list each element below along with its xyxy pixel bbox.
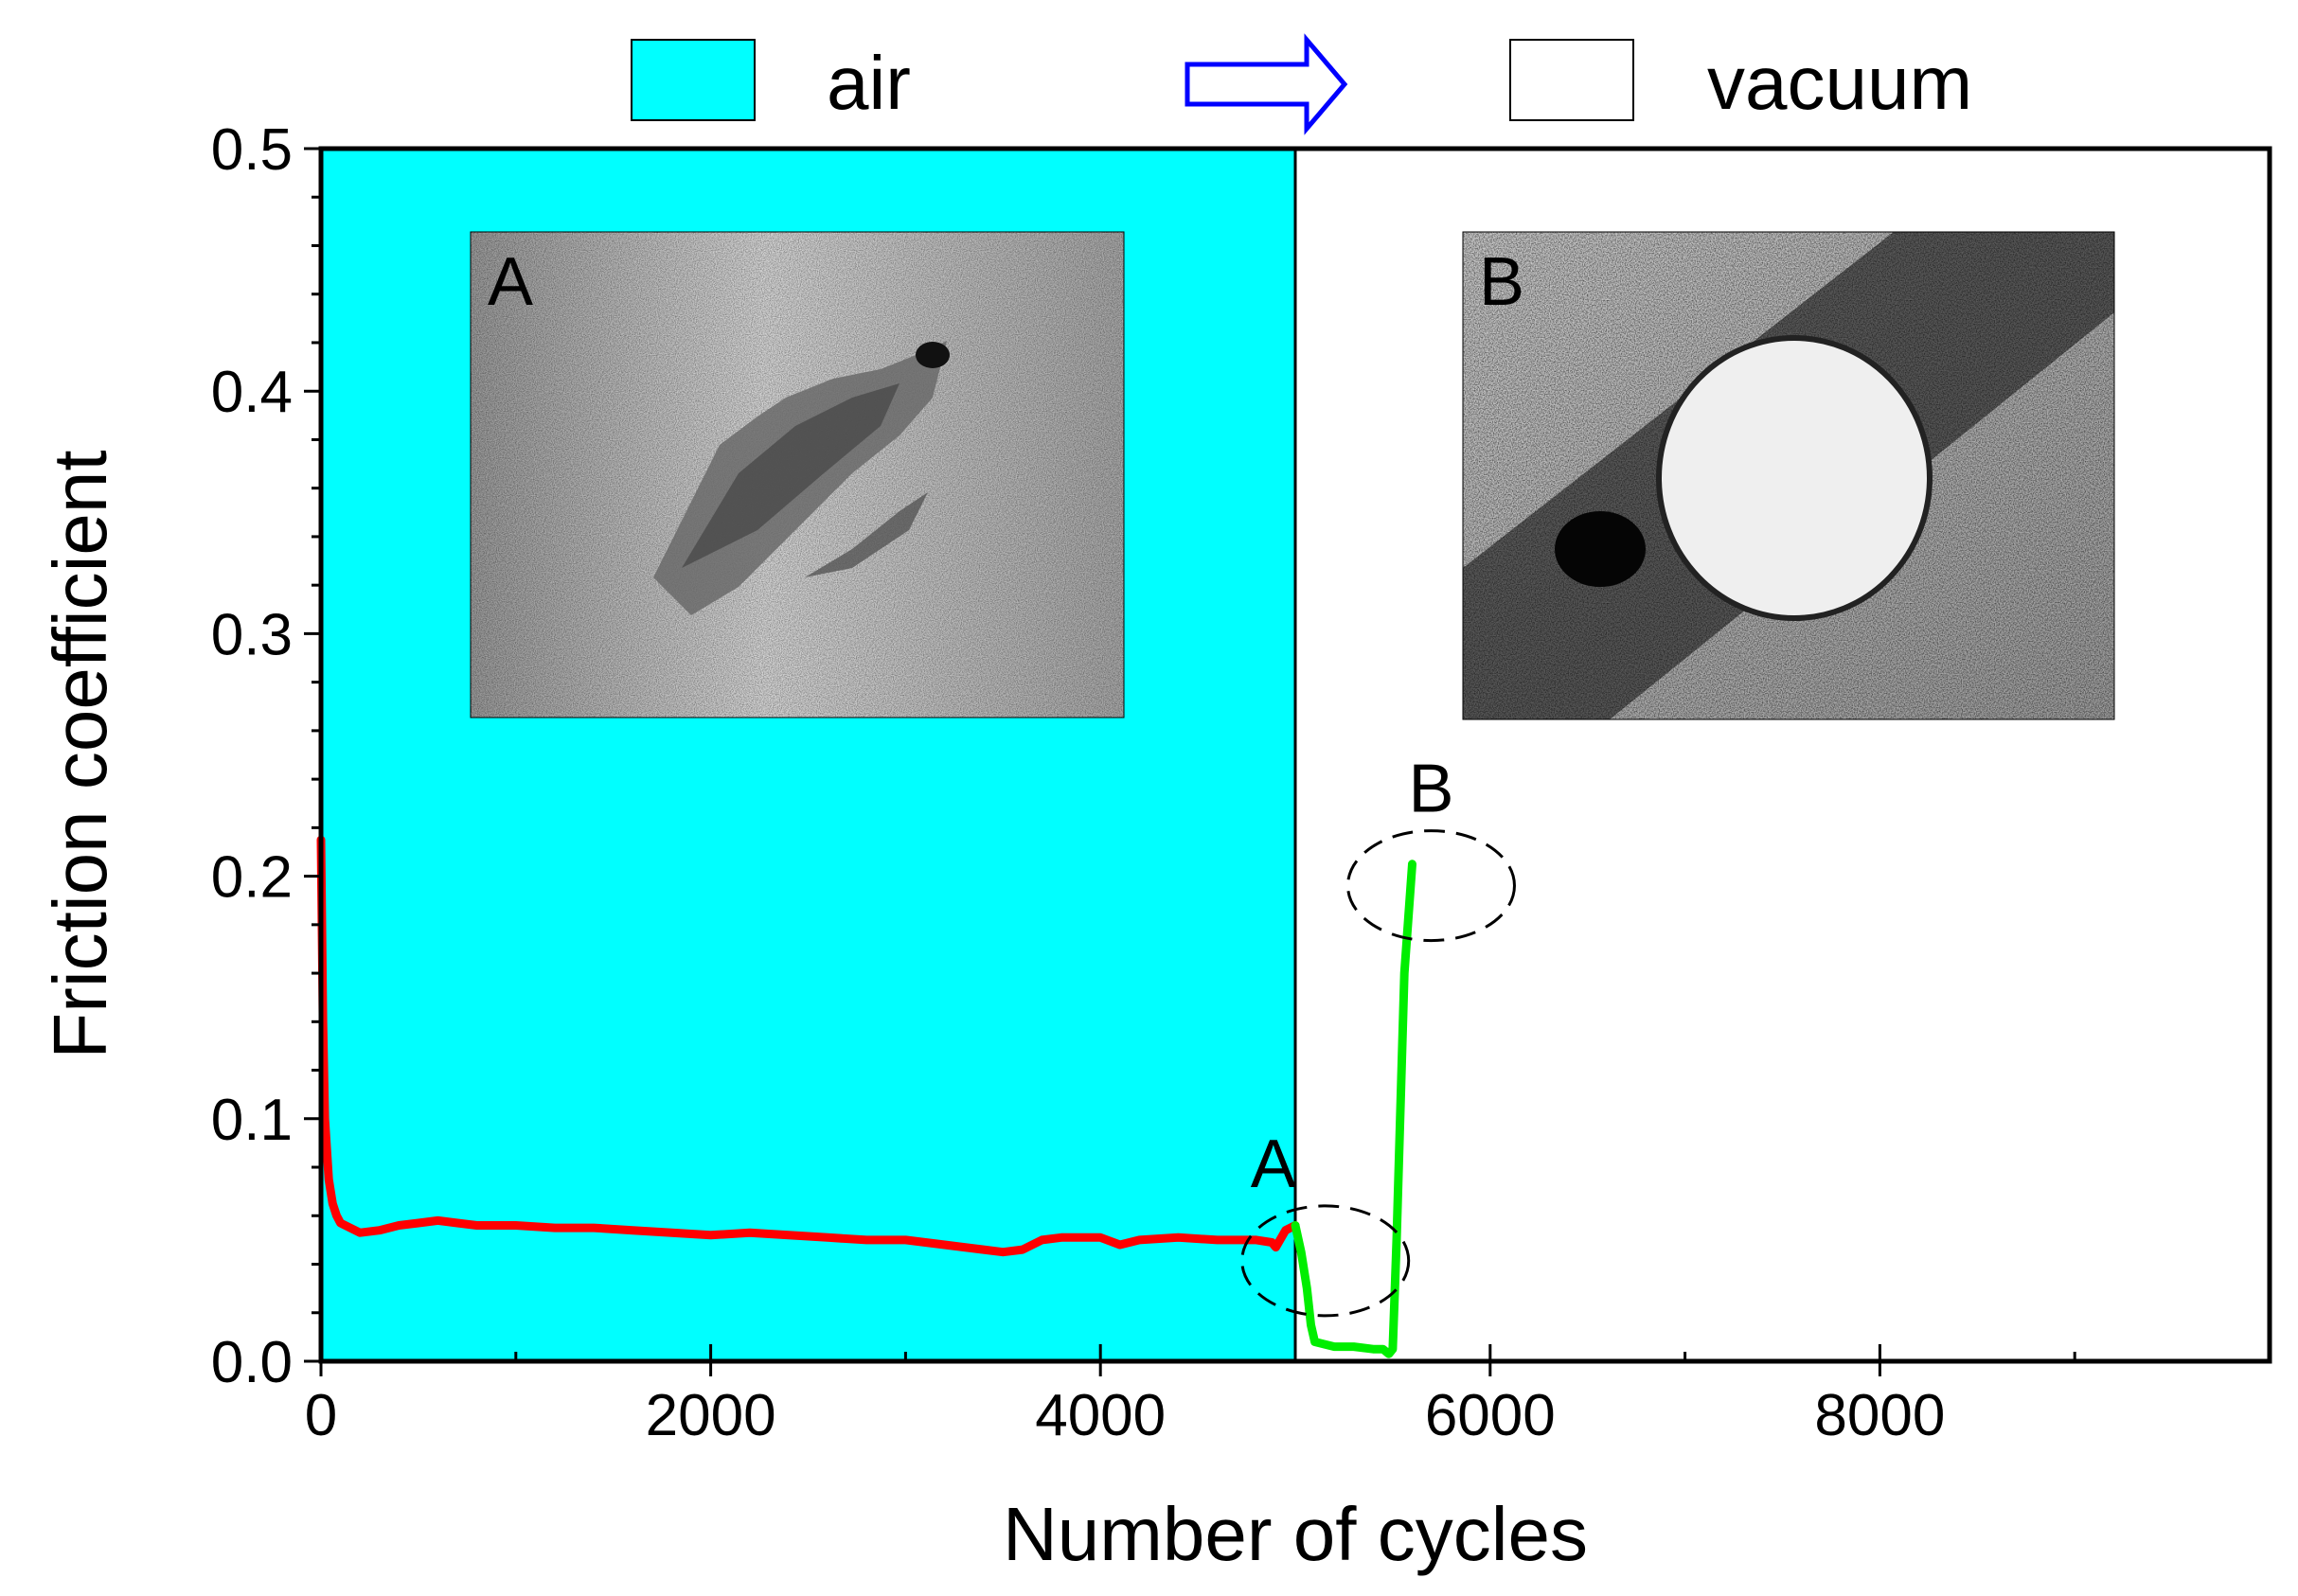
x-tick-label: 4000 — [1035, 1383, 1166, 1448]
legend-swatch-air — [631, 39, 756, 121]
series-line-0 — [316, 835, 1300, 1257]
y-tick-label: 0.0 — [211, 1330, 293, 1395]
x-tick-label: 8000 — [1814, 1383, 1945, 1448]
legend: air vacuum — [631, 33, 1972, 135]
legend-swatch-vacuum — [1509, 39, 1634, 121]
series-line-1 — [1291, 860, 1416, 1358]
axis-layer: 0 2000 4000 6000 8000 0.0 0.1 0.2 0.3 0.4 0.5 — [211, 117, 2076, 1448]
legend-label-vacuum: vacuum — [1707, 41, 1972, 125]
inset-frame-a — [470, 231, 1125, 718]
series-layer — [316, 835, 1416, 1358]
x-axis-title: Number of cycles — [1003, 1492, 1588, 1576]
y-tick-label: 0.1 — [211, 1088, 293, 1153]
legend-label-air: air — [827, 41, 911, 125]
y-tick-label: 0.2 — [211, 845, 293, 911]
inset-micrograph-b — [1463, 232, 2114, 719]
x-tick-label: 6000 — [1425, 1383, 1556, 1448]
annotation-label-a: A — [1251, 1126, 1296, 1202]
inset-micrograph-a — [471, 232, 1124, 718]
inset-frame-b — [1462, 231, 2115, 720]
annotation-label-b: B — [1408, 752, 1453, 827]
inset-label-b: B — [1479, 244, 1524, 320]
annotation-layer: AB — [1240, 752, 1516, 1318]
y-tick-label: 0.4 — [211, 360, 293, 425]
arrow-right-icon — [1185, 33, 1348, 135]
x-tick-label: 0 — [305, 1383, 337, 1448]
y-axis-title: Friction coefficient — [38, 450, 122, 1058]
x-tick-label: 2000 — [646, 1383, 776, 1448]
annotation-ellipse-b — [1345, 829, 1516, 943]
inset-label-a: A — [488, 244, 533, 320]
y-tick-label: 0.5 — [211, 117, 293, 183]
y-tick-label: 0.3 — [211, 602, 293, 667]
annotation-ellipse-a — [1240, 1204, 1411, 1318]
